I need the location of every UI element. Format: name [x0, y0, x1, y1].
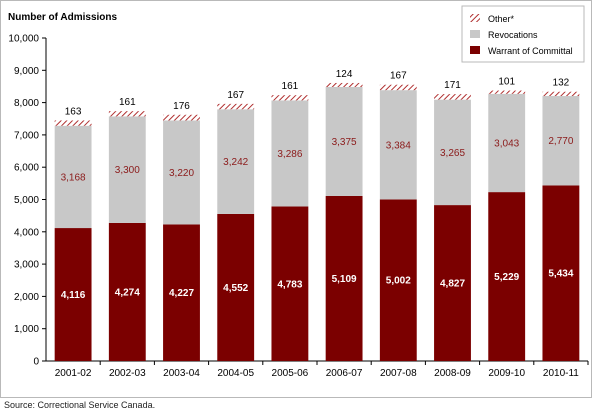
bar-warrant-of-committal [163, 224, 200, 361]
data-label-revocations: 3,375 [332, 137, 357, 148]
source-note: Source: Correctional Service Canada. [4, 400, 156, 410]
x-tick-label: 2003-04 [163, 368, 200, 379]
bar-other [488, 90, 526, 94]
y-tick-label: 6,000 [14, 163, 39, 174]
data-label-warrant: 5,109 [332, 274, 357, 285]
data-label-warrant: 5,229 [494, 272, 519, 283]
legend-label: Revocations [488, 30, 538, 40]
bar-warrant-of-committal [108, 222, 146, 361]
x-tick-label: 2001-02 [55, 368, 92, 379]
bar-other [54, 120, 92, 126]
x-tick-label: 2009-10 [488, 368, 525, 379]
bar-warrant-of-committal [325, 195, 363, 361]
data-label-revocations: 3,220 [169, 168, 194, 179]
bar-other [434, 94, 471, 100]
bar-warrant-of-committal [434, 205, 471, 361]
y-tick-label: 8,000 [14, 98, 39, 109]
bar-revocations [163, 120, 200, 225]
bars: 4,116 3,168 163 4,274 3,300 161 4,227 3,220 176 4… [54, 69, 580, 361]
bar-revocations [325, 86, 363, 196]
bar-revocations [271, 100, 309, 207]
y-axis-title: Number of Admissions [8, 12, 118, 23]
data-label-other: 161 [282, 81, 299, 92]
bar-other [217, 103, 255, 110]
bar-warrant-of-committal [271, 206, 309, 361]
data-label-revocations: 3,384 [386, 140, 411, 151]
bar-other [379, 84, 417, 91]
legend-label: Other* [488, 14, 515, 24]
legend-label: Warrant of Committal [488, 46, 573, 56]
data-label-other: 176 [173, 101, 190, 112]
data-label-warrant: 4,116 [61, 290, 86, 301]
y-tick-label: 4,000 [14, 227, 39, 238]
data-label-revocations: 3,168 [61, 172, 86, 183]
x-tick-label: 2002-03 [109, 368, 146, 379]
y-tick-label: 2,000 [14, 292, 39, 303]
y-tick-label: 3,000 [14, 260, 39, 271]
data-label-warrant: 4,274 [115, 287, 140, 298]
data-label-warrant: 4,827 [440, 279, 465, 290]
legend-swatch [470, 46, 480, 54]
bar-revocations [488, 93, 526, 193]
bar-warrant-of-committal [488, 192, 526, 361]
bar-other [271, 95, 309, 101]
x-tick-label: 2008-09 [434, 368, 471, 379]
bar-revocations [217, 109, 255, 214]
legend: Other* Revocations Warrant of Committal [461, 5, 585, 63]
x-tick-label: 2010-11 [543, 368, 579, 379]
bar-other [325, 82, 363, 87]
y-tick-label: 1,000 [14, 324, 39, 335]
x-tick-label: 2006-07 [326, 368, 363, 379]
bar-other [163, 114, 200, 121]
stacked-bar-chart: Number of Admissions 0 1,000 2,000 3,000 4,0… [0, 0, 592, 398]
bar-other [108, 111, 146, 117]
data-label-other: 163 [65, 106, 82, 117]
bar-warrant-of-committal [379, 199, 417, 361]
legend-swatch [470, 30, 480, 38]
data-label-other: 101 [498, 77, 515, 88]
data-label-other: 167 [390, 71, 407, 82]
bar-revocations [434, 99, 471, 206]
data-label-other: 124 [336, 69, 353, 80]
bar-other [542, 91, 580, 97]
x-tick-label: 2007-08 [380, 368, 417, 379]
data-label-warrant: 4,783 [277, 279, 302, 290]
data-label-warrant: 5,434 [548, 269, 573, 280]
y-tick-label: 10,000 [8, 34, 39, 45]
bar-revocations [542, 96, 580, 186]
legend-swatch [470, 14, 480, 22]
bar-warrant-of-committal [542, 185, 580, 361]
data-label-other: 132 [553, 78, 570, 89]
data-label-warrant: 4,552 [223, 283, 248, 294]
data-label-warrant: 5,002 [386, 276, 411, 287]
data-label-other: 167 [227, 90, 244, 101]
bar-warrant-of-committal [54, 228, 92, 361]
y-tick-label: 9,000 [14, 66, 39, 77]
bar-revocations [108, 116, 146, 223]
data-label-revocations: 3,286 [277, 149, 302, 160]
data-label-revocations: 3,265 [440, 148, 465, 159]
bar-warrant-of-committal [217, 213, 255, 361]
data-label-revocations: 3,242 [223, 157, 248, 168]
data-label-other: 171 [444, 80, 461, 91]
bar-revocations [379, 90, 417, 200]
data-label-revocations: 3,043 [494, 138, 519, 149]
data-label-warrant: 4,227 [169, 288, 194, 299]
data-label-other: 161 [119, 97, 136, 108]
bar-revocations [54, 125, 92, 229]
y-tick-label: 0 [33, 357, 39, 368]
data-label-revocations: 3,300 [115, 165, 140, 176]
legend-box [461, 5, 585, 63]
data-label-revocations: 2,770 [548, 136, 573, 147]
y-tick-label: 5,000 [14, 195, 39, 206]
y-tick-label: 7,000 [14, 130, 39, 141]
x-tick-label: 2004-05 [217, 368, 254, 379]
x-tick-label: 2005-06 [272, 368, 309, 379]
